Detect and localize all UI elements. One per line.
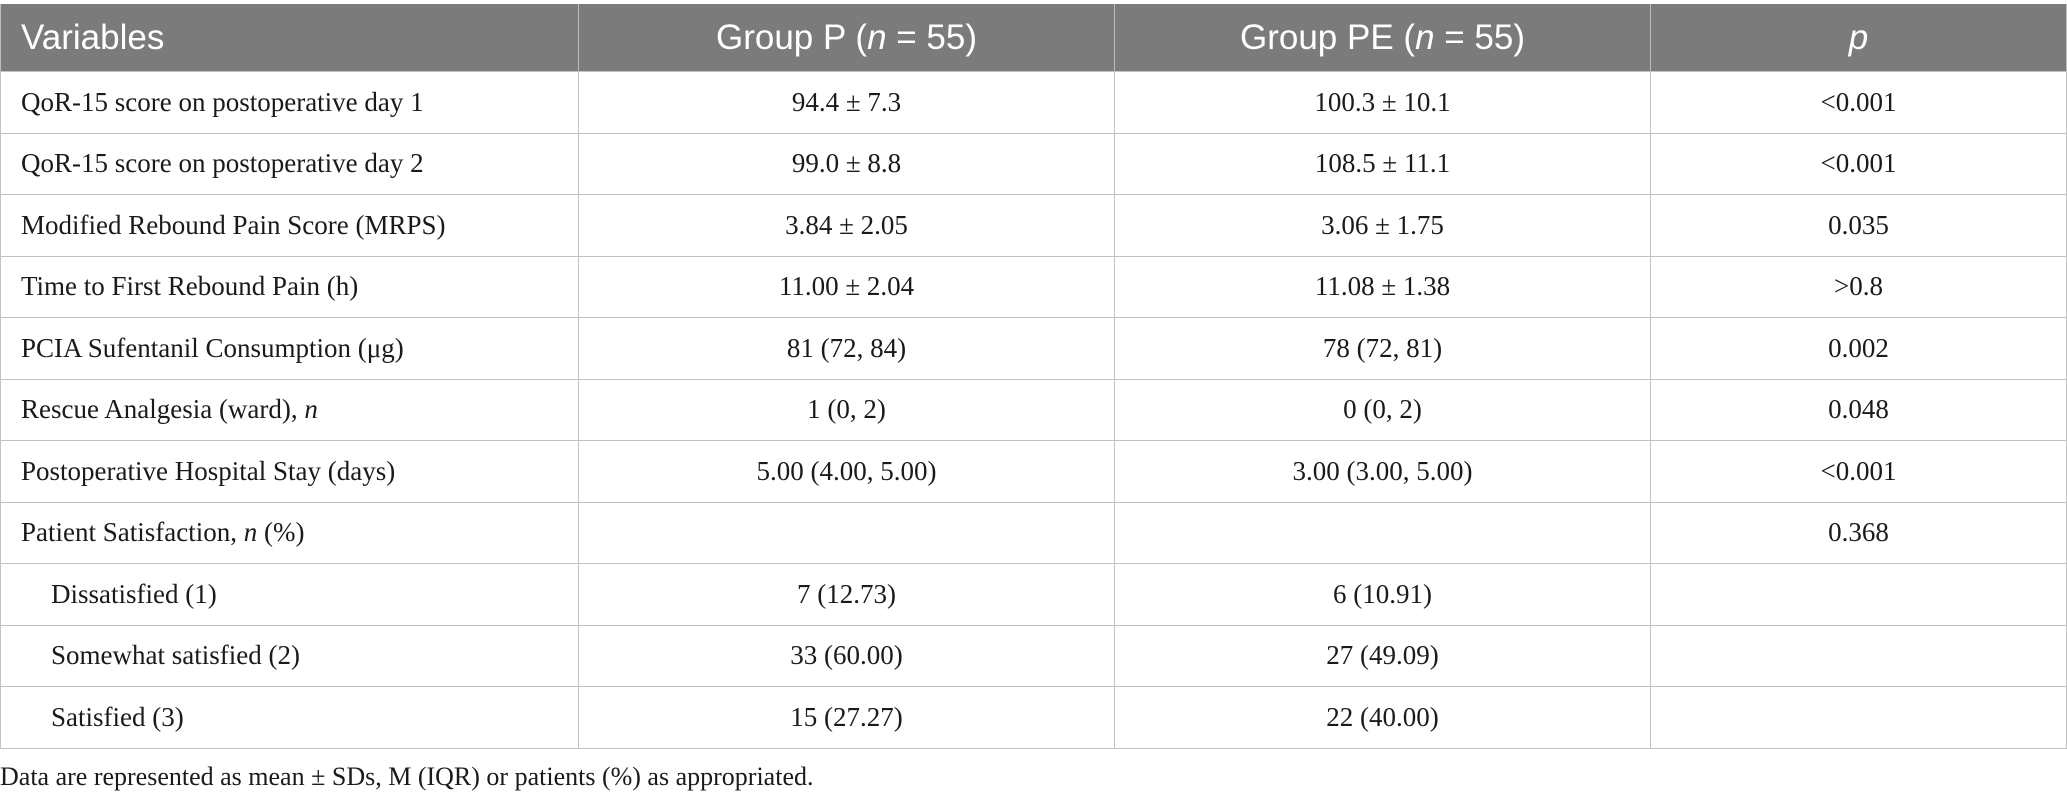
table-row: Modified Rebound Pain Score (MRPS) 3.84 … [0, 194, 2067, 257]
row-label-text: Patient Satisfaction, [21, 517, 244, 548]
row-label-text: Postoperative Hospital Stay (days) [21, 455, 396, 486]
row-label: Time to First Rebound Pain (h) [0, 255, 579, 318]
results-table: Variables Group P (n = 55) Group PE (n =… [0, 4, 2067, 749]
cell-group-p: 7 (12.73) [578, 563, 1115, 626]
cell-p-value [1650, 563, 2067, 626]
cell-group-pe: 27 (49.09) [1114, 624, 1651, 687]
cell-group-pe: 100.3 ± 10.1 [1114, 71, 1651, 134]
cell-p-value: <0.001 [1650, 132, 2067, 195]
row-label-text: Somewhat satisfied (2) [51, 640, 300, 671]
row-label: Satisfied (3) [0, 686, 579, 749]
row-label: Somewhat satisfied (2) [0, 624, 579, 687]
header-group-p-n: n [867, 17, 887, 57]
cell-group-pe: 0 (0, 2) [1114, 378, 1651, 441]
table-header: Variables Group P (n = 55) Group PE (n =… [0, 4, 2067, 72]
row-label-text: Time to First Rebound Pain (h) [21, 271, 359, 302]
cell-group-pe: 3.06 ± 1.75 [1114, 194, 1651, 257]
cell-p-value: 0.368 [1650, 501, 2067, 564]
header-row: Variables Group P (n = 55) Group PE (n =… [0, 4, 2067, 72]
row-label-text: Dissatisfied (1) [51, 578, 217, 609]
row-label: Patient Satisfaction, n (%) [0, 501, 579, 564]
cell-group-p: 99.0 ± 8.8 [578, 132, 1115, 195]
row-label-text: Rescue Analgesia (ward), [21, 394, 305, 425]
cell-group-p: 5.00 (4.00, 5.00) [578, 440, 1115, 503]
cell-group-pe: 11.08 ± 1.38 [1114, 255, 1651, 318]
header-p-value: p [1650, 4, 2067, 72]
table-row: Rescue Analgesia (ward), n 1 (0, 2) 0 (0… [0, 378, 2067, 441]
table-row: PCIA Sufentanil Consumption (μg) 81 (72,… [0, 317, 2067, 380]
row-label: Modified Rebound Pain Score (MRPS) [0, 194, 579, 257]
cell-group-p: 94.4 ± 7.3 [578, 71, 1115, 134]
header-group-pe-suffix: = 55) [1434, 17, 1526, 57]
table-row: Satisfied (3) 15 (27.27) 22 (40.00) [0, 686, 2067, 749]
header-variables: Variables [0, 4, 579, 72]
row-label-text: PCIA Sufentanil Consumption (μg) [21, 332, 404, 363]
cell-group-p: 81 (72, 84) [578, 317, 1115, 380]
row-label: QoR-15 score on postoperative day 1 [0, 71, 579, 134]
header-group-pe-prefix: Group PE ( [1239, 17, 1416, 57]
table-row: Patient Satisfaction, n (%) 0.368 [0, 501, 2067, 564]
row-label: Postoperative Hospital Stay (days) [0, 440, 579, 503]
header-group-pe-n: n [1415, 17, 1435, 57]
cell-group-pe: 22 (40.00) [1114, 686, 1651, 749]
cell-group-pe: 108.5 ± 11.1 [1114, 132, 1651, 195]
cell-p-value: 0.035 [1650, 194, 2067, 257]
table-body: QoR-15 score on postoperative day 1 94.4… [0, 71, 2067, 749]
table-footnote: Data are represented as mean ± SDs, M (I… [0, 762, 814, 791]
table-row: Somewhat satisfied (2) 33 (60.00) 27 (49… [0, 624, 2067, 687]
header-group-p-prefix: Group P ( [715, 17, 868, 57]
cell-group-pe: 78 (72, 81) [1114, 317, 1651, 380]
cell-group-p: 15 (27.27) [578, 686, 1115, 749]
cell-p-value: >0.8 [1650, 255, 2067, 318]
cell-p-value: <0.001 [1650, 440, 2067, 503]
header-group-pe: Group PE (n = 55) [1114, 4, 1651, 72]
cell-group-pe [1114, 501, 1651, 564]
cell-p-value [1650, 686, 2067, 749]
row-label-text: Modified Rebound Pain Score (MRPS) [21, 209, 446, 240]
header-group-p: Group P (n = 55) [578, 4, 1115, 72]
cell-group-p: 33 (60.00) [578, 624, 1115, 687]
row-label: PCIA Sufentanil Consumption (μg) [0, 317, 579, 380]
row-label: QoR-15 score on postoperative day 2 [0, 132, 579, 195]
table-row: Postoperative Hospital Stay (days) 5.00 … [0, 440, 2067, 503]
results-table-container: Variables Group P (n = 55) Group PE (n =… [0, 4, 2067, 749]
cell-p-value [1650, 624, 2067, 687]
row-label-text: QoR-15 score on postoperative day 2 [21, 148, 424, 179]
cell-p-value: <0.001 [1650, 71, 2067, 134]
cell-group-pe: 6 (10.91) [1114, 563, 1651, 626]
table-row: QoR-15 score on postoperative day 1 94.4… [0, 71, 2067, 134]
header-group-p-suffix: = 55) [886, 17, 978, 57]
table-row: QoR-15 score on postoperative day 2 99.0… [0, 132, 2067, 195]
cell-group-pe: 3.00 (3.00, 5.00) [1114, 440, 1651, 503]
cell-group-p: 1 (0, 2) [578, 378, 1115, 441]
table-row: Dissatisfied (1) 7 (12.73) 6 (10.91) [0, 563, 2067, 626]
row-label-tail: (%) [257, 517, 305, 548]
row-label: Dissatisfied (1) [0, 563, 579, 626]
row-label-text: QoR-15 score on postoperative day 1 [21, 86, 424, 117]
cell-group-p: 11.00 ± 2.04 [578, 255, 1115, 318]
cell-group-p [578, 501, 1115, 564]
table-row: Time to First Rebound Pain (h) 11.00 ± 2… [0, 255, 2067, 318]
row-label: Rescue Analgesia (ward), n [0, 378, 579, 441]
cell-p-value: 0.048 [1650, 378, 2067, 441]
cell-group-p: 3.84 ± 2.05 [578, 194, 1115, 257]
row-label-italic: n [304, 394, 318, 425]
cell-p-value: 0.002 [1650, 317, 2067, 380]
row-label-text: Satisfied (3) [51, 701, 184, 732]
row-label-italic: n [243, 517, 258, 548]
